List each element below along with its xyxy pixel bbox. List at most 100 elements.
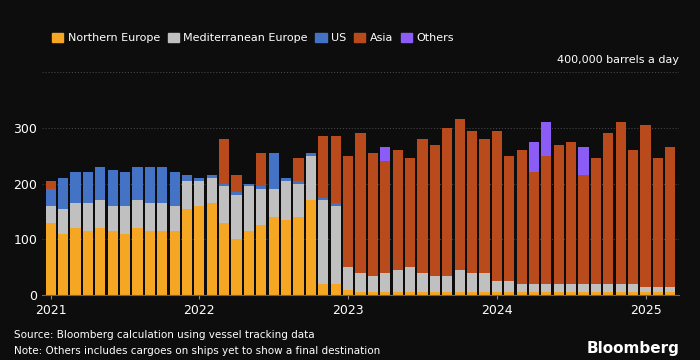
Bar bbox=[405, 267, 415, 292]
Bar bbox=[454, 292, 465, 295]
Bar bbox=[318, 136, 328, 198]
Bar bbox=[145, 167, 155, 203]
Bar bbox=[566, 284, 576, 292]
Bar bbox=[517, 284, 526, 292]
Bar bbox=[232, 192, 242, 195]
Bar bbox=[417, 139, 428, 273]
Bar bbox=[95, 167, 105, 200]
Bar bbox=[232, 239, 242, 295]
Bar bbox=[603, 292, 613, 295]
Bar bbox=[46, 189, 56, 206]
Bar bbox=[454, 270, 465, 292]
Bar bbox=[640, 287, 650, 292]
Bar bbox=[417, 273, 428, 292]
Bar bbox=[46, 181, 56, 189]
Bar bbox=[393, 292, 402, 295]
Bar bbox=[380, 161, 391, 273]
Bar bbox=[169, 206, 180, 231]
Bar bbox=[578, 175, 589, 284]
Bar bbox=[566, 292, 576, 295]
Bar bbox=[182, 209, 192, 295]
Bar bbox=[219, 186, 230, 222]
Bar bbox=[306, 200, 316, 295]
Text: Bloomberg: Bloomberg bbox=[586, 341, 679, 356]
Bar bbox=[330, 136, 341, 203]
Bar bbox=[219, 139, 230, 184]
Bar bbox=[182, 181, 192, 209]
Bar bbox=[58, 178, 68, 209]
Bar bbox=[256, 225, 267, 295]
Bar bbox=[46, 206, 56, 222]
Bar bbox=[244, 186, 254, 231]
Bar bbox=[442, 276, 452, 292]
Bar bbox=[405, 292, 415, 295]
Bar bbox=[83, 203, 93, 231]
Bar bbox=[132, 228, 143, 295]
Bar bbox=[665, 147, 676, 287]
Bar bbox=[169, 231, 180, 295]
Bar bbox=[58, 234, 68, 295]
Bar bbox=[504, 281, 514, 292]
Bar bbox=[442, 128, 452, 276]
Bar bbox=[591, 284, 601, 292]
Bar bbox=[281, 181, 291, 220]
Bar bbox=[83, 231, 93, 295]
Bar bbox=[330, 206, 341, 284]
Bar bbox=[120, 206, 130, 234]
Bar bbox=[281, 178, 291, 181]
Text: Note: Others includes cargoes on ships yet to show a final destination: Note: Others includes cargoes on ships y… bbox=[14, 346, 380, 356]
Bar bbox=[480, 273, 489, 292]
Bar bbox=[380, 292, 391, 295]
Bar bbox=[393, 150, 402, 270]
Bar bbox=[281, 220, 291, 295]
Bar bbox=[95, 228, 105, 295]
Bar bbox=[293, 158, 304, 181]
Bar bbox=[442, 292, 452, 295]
Bar bbox=[368, 153, 378, 276]
Bar bbox=[232, 195, 242, 239]
Bar bbox=[306, 153, 316, 156]
Bar bbox=[95, 200, 105, 228]
Bar bbox=[504, 292, 514, 295]
Bar bbox=[318, 200, 328, 284]
Bar bbox=[157, 231, 167, 295]
Bar bbox=[554, 284, 564, 292]
Bar bbox=[454, 120, 465, 270]
Bar bbox=[616, 284, 626, 292]
Bar bbox=[541, 122, 552, 156]
Bar bbox=[529, 172, 539, 284]
Bar bbox=[330, 284, 341, 295]
Bar bbox=[578, 284, 589, 292]
Bar bbox=[356, 273, 365, 292]
Bar bbox=[145, 203, 155, 231]
Bar bbox=[120, 234, 130, 295]
Bar bbox=[343, 156, 354, 267]
Bar bbox=[244, 184, 254, 186]
Legend: Northern Europe, Mediterranean Europe, US, Asia, Others: Northern Europe, Mediterranean Europe, U… bbox=[48, 28, 458, 48]
Bar bbox=[157, 203, 167, 231]
Bar bbox=[244, 231, 254, 295]
Bar bbox=[343, 267, 354, 289]
Bar bbox=[182, 175, 192, 181]
Bar bbox=[628, 284, 638, 292]
Bar bbox=[71, 172, 80, 203]
Bar bbox=[591, 158, 601, 284]
Bar bbox=[653, 287, 663, 292]
Bar bbox=[206, 203, 217, 295]
Bar bbox=[467, 273, 477, 292]
Bar bbox=[504, 156, 514, 281]
Bar bbox=[195, 181, 204, 206]
Bar bbox=[318, 284, 328, 295]
Bar bbox=[430, 276, 440, 292]
Bar bbox=[269, 189, 279, 217]
Bar bbox=[491, 131, 502, 281]
Bar bbox=[480, 139, 489, 273]
Bar bbox=[541, 292, 552, 295]
Bar bbox=[219, 184, 230, 186]
Bar bbox=[46, 222, 56, 295]
Bar bbox=[529, 292, 539, 295]
Bar bbox=[356, 134, 365, 273]
Bar bbox=[71, 203, 80, 228]
Bar bbox=[132, 200, 143, 228]
Bar bbox=[356, 292, 365, 295]
